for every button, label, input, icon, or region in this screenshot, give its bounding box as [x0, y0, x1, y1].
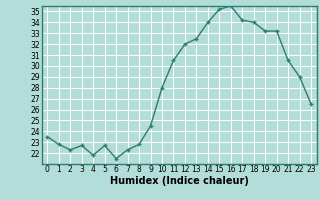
- X-axis label: Humidex (Indice chaleur): Humidex (Indice chaleur): [110, 176, 249, 186]
